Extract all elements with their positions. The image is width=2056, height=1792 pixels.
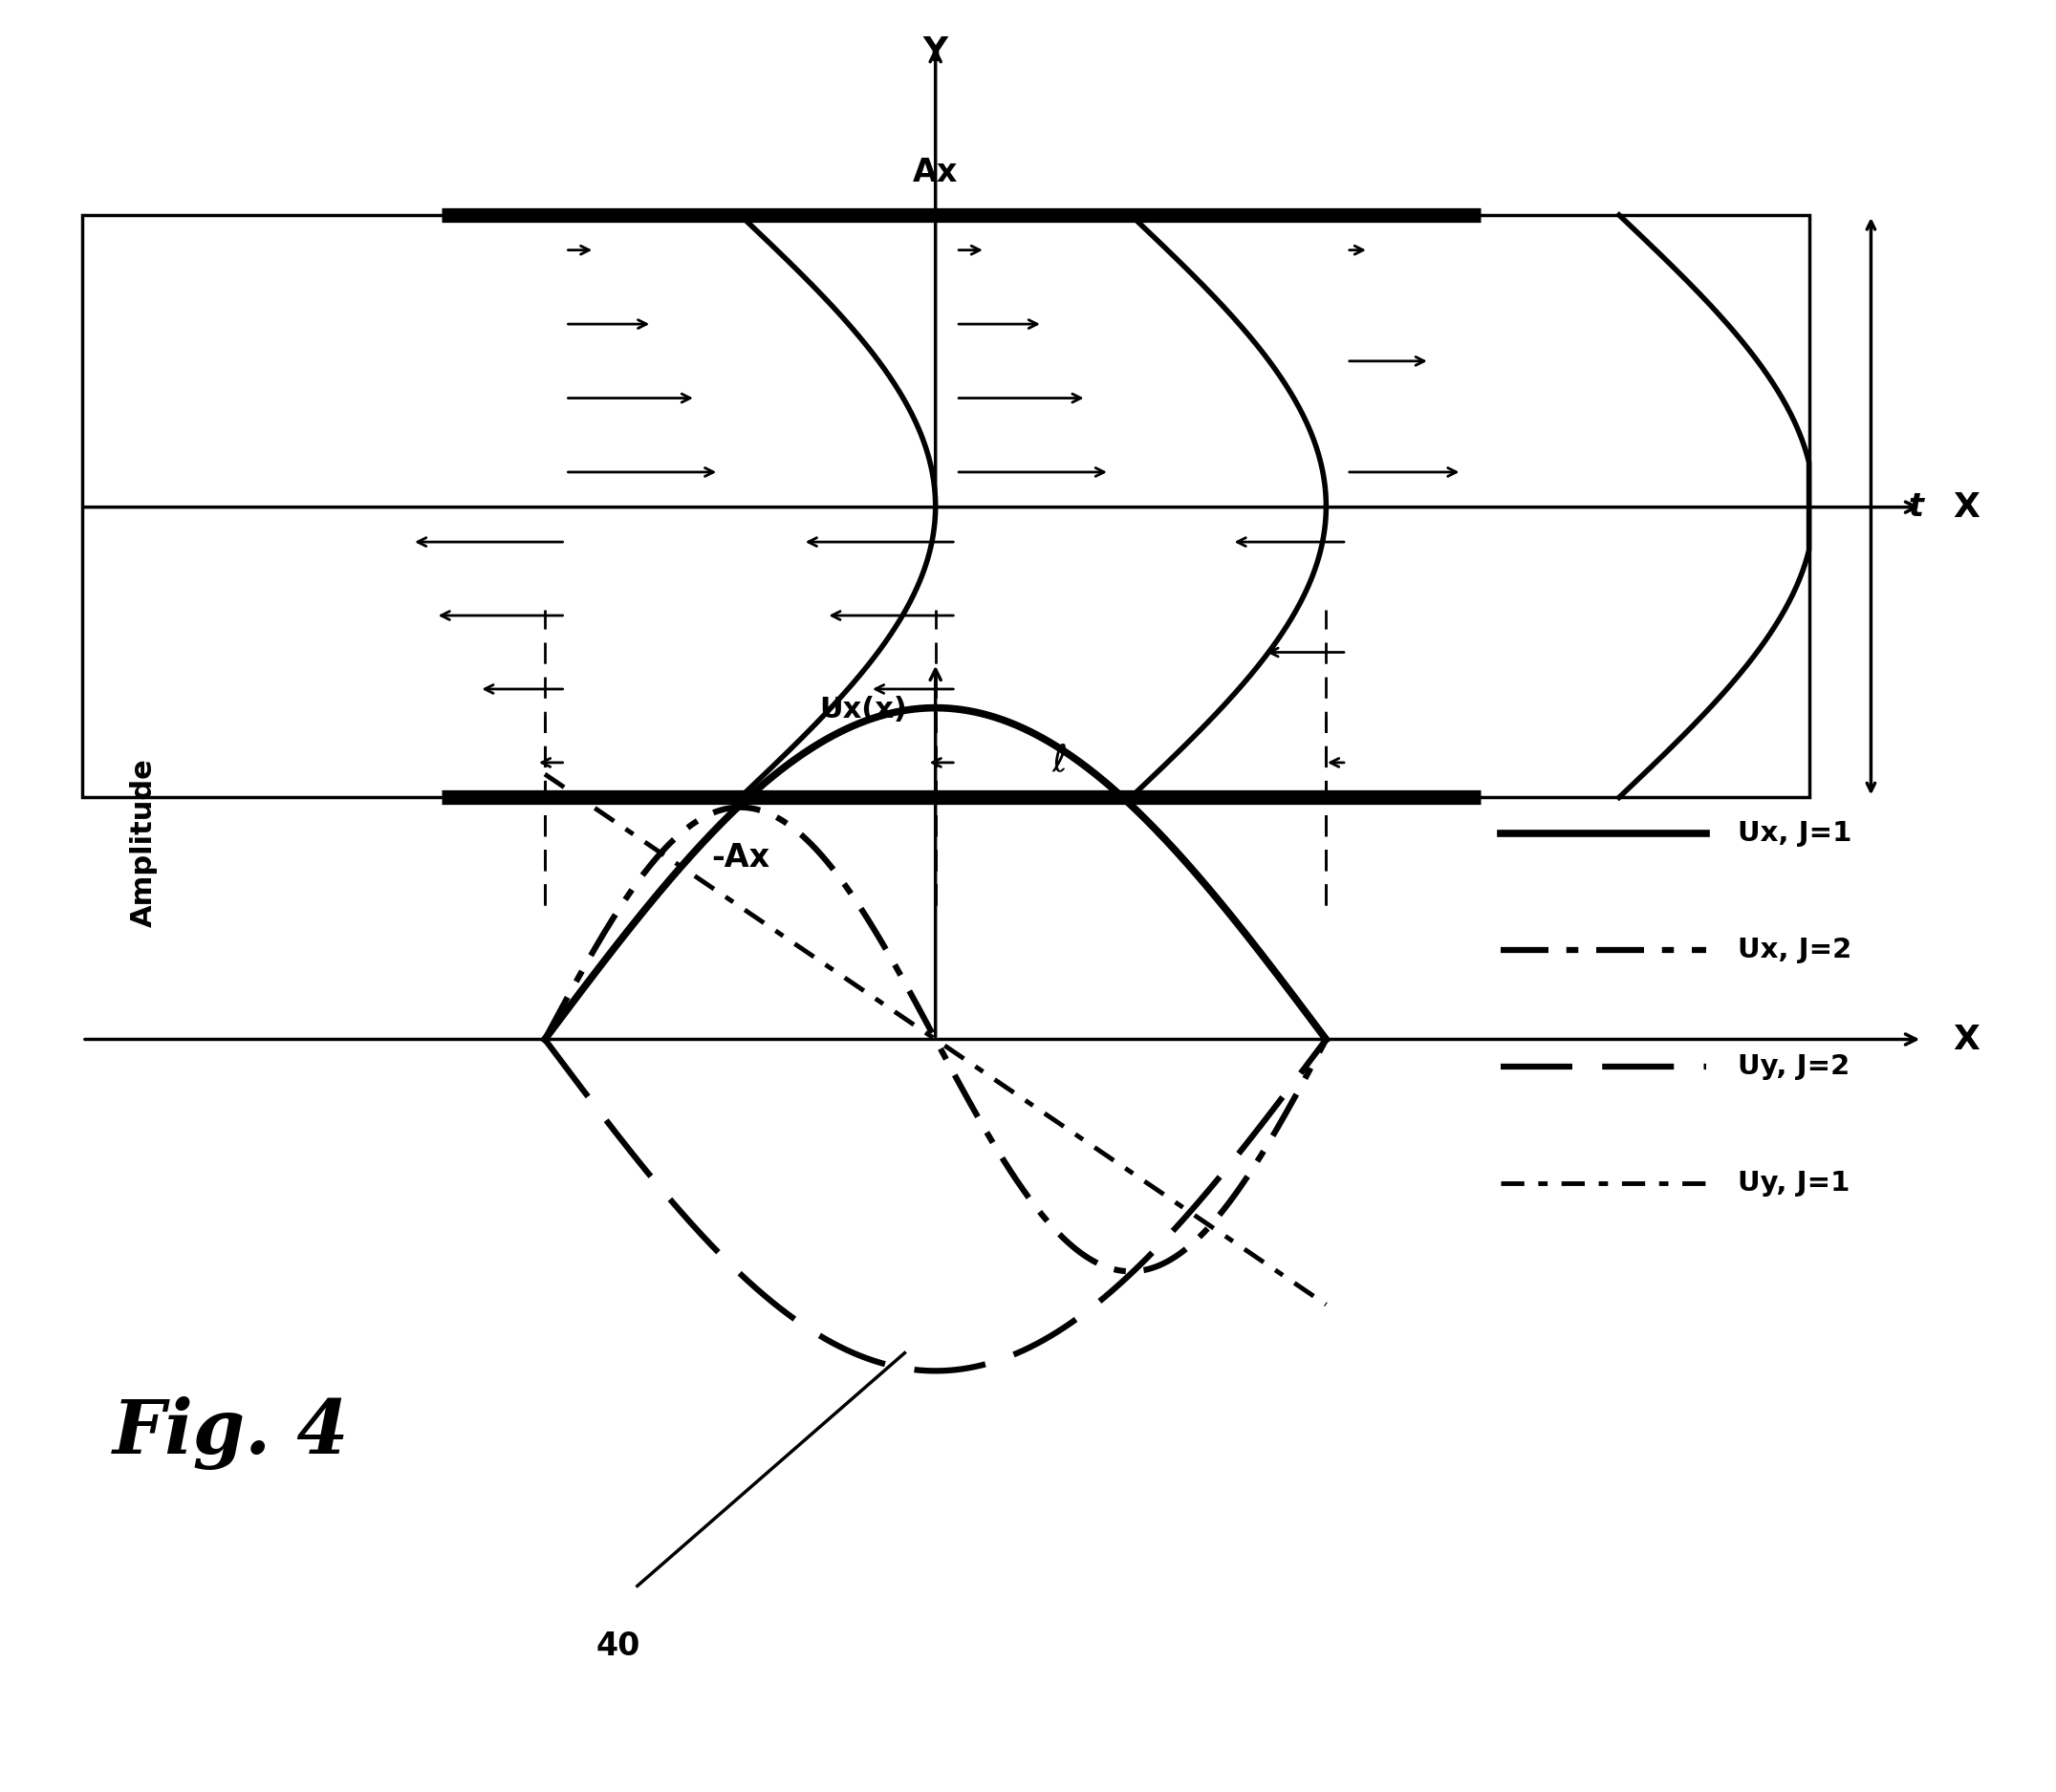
- Text: Uy, J=1: Uy, J=1: [1737, 1170, 1850, 1195]
- Text: X: X: [1953, 491, 1980, 523]
- Bar: [82, 215, 1809, 797]
- Text: 40: 40: [596, 1631, 641, 1663]
- Text: Amplitude: Amplitude: [130, 758, 158, 926]
- Text: Uy, J=2: Uy, J=2: [1737, 1054, 1850, 1079]
- Text: -Ax: -Ax: [711, 842, 769, 874]
- Text: X: X: [1953, 1023, 1980, 1055]
- Text: Ux, J=2: Ux, J=2: [1737, 937, 1850, 962]
- Text: $\ell$: $\ell$: [1051, 744, 1067, 780]
- Text: Ux, J=1: Ux, J=1: [1737, 821, 1850, 846]
- Text: t: t: [1908, 491, 1922, 523]
- Text: Ax: Ax: [913, 156, 958, 188]
- Text: Ux(x): Ux(x): [820, 695, 907, 722]
- Text: Y: Y: [923, 36, 948, 68]
- Text: Fig. 4: Fig. 4: [113, 1396, 350, 1471]
